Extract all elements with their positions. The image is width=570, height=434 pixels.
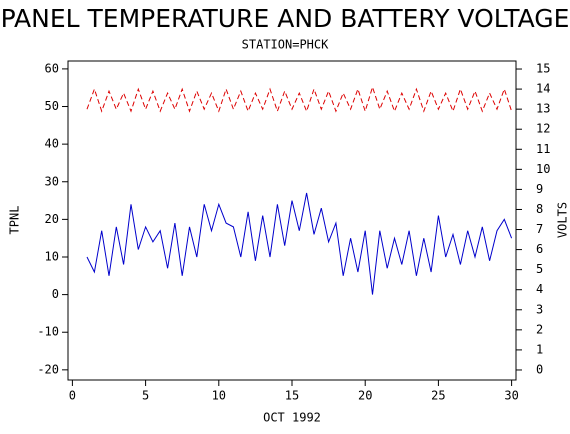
y-tick-label: -20: [37, 362, 59, 376]
y2-tick-label: 9: [536, 182, 543, 196]
y2-tick-label: 13: [536, 102, 550, 116]
x-tick-label: 15: [285, 389, 299, 403]
y-tick-label: -10: [37, 325, 59, 339]
y2-tick-label: 2: [536, 322, 543, 336]
chart-subtitle: STATION=PHCK: [242, 38, 329, 52]
y-tick-label: 0: [52, 287, 59, 301]
y2-tick-label: 0: [536, 362, 543, 376]
y2-tick-label: 10: [536, 162, 550, 176]
y-tick-label: 20: [45, 212, 59, 226]
y2-tick-label: 14: [536, 82, 550, 96]
y-axis-label: TPNL: [8, 206, 22, 235]
y-tick-label: 60: [45, 61, 59, 75]
y-tick-label: 40: [45, 137, 59, 151]
y2-tick-label: 7: [536, 222, 543, 236]
y2-tick-label: 6: [536, 242, 543, 256]
x-axis-label: OCT 1992: [263, 411, 321, 425]
x-tick-label: 25: [431, 389, 445, 403]
chart-title: PANEL TEMPERATURE AND BATTERY VOLTAGE: [1, 4, 570, 33]
y2-tick-label: 3: [536, 302, 543, 316]
y2-tick-label: 11: [536, 142, 550, 156]
series-line: [86, 85, 513, 113]
x-tick-label: 10: [212, 389, 226, 403]
y2-tick-label: 1: [536, 342, 543, 356]
y2-tick-label: 12: [536, 122, 550, 136]
y2-tick-label: 15: [536, 62, 550, 76]
series-line: [86, 192, 513, 295]
y2-axis-label: VOLTS: [556, 202, 570, 238]
y-tick-label: 30: [45, 174, 59, 188]
x-tick-label: 0: [69, 389, 76, 403]
x-tick-label: 30: [504, 389, 518, 403]
y-tick-label: 50: [45, 99, 59, 113]
x-tick-label: 20: [358, 389, 372, 403]
y2-tick-label: 5: [536, 262, 543, 276]
y-tick-label: 10: [45, 249, 59, 263]
y2-tick-label: 4: [536, 282, 543, 296]
x-tick-label: 5: [142, 389, 149, 403]
y2-tick-label: 8: [536, 202, 543, 216]
